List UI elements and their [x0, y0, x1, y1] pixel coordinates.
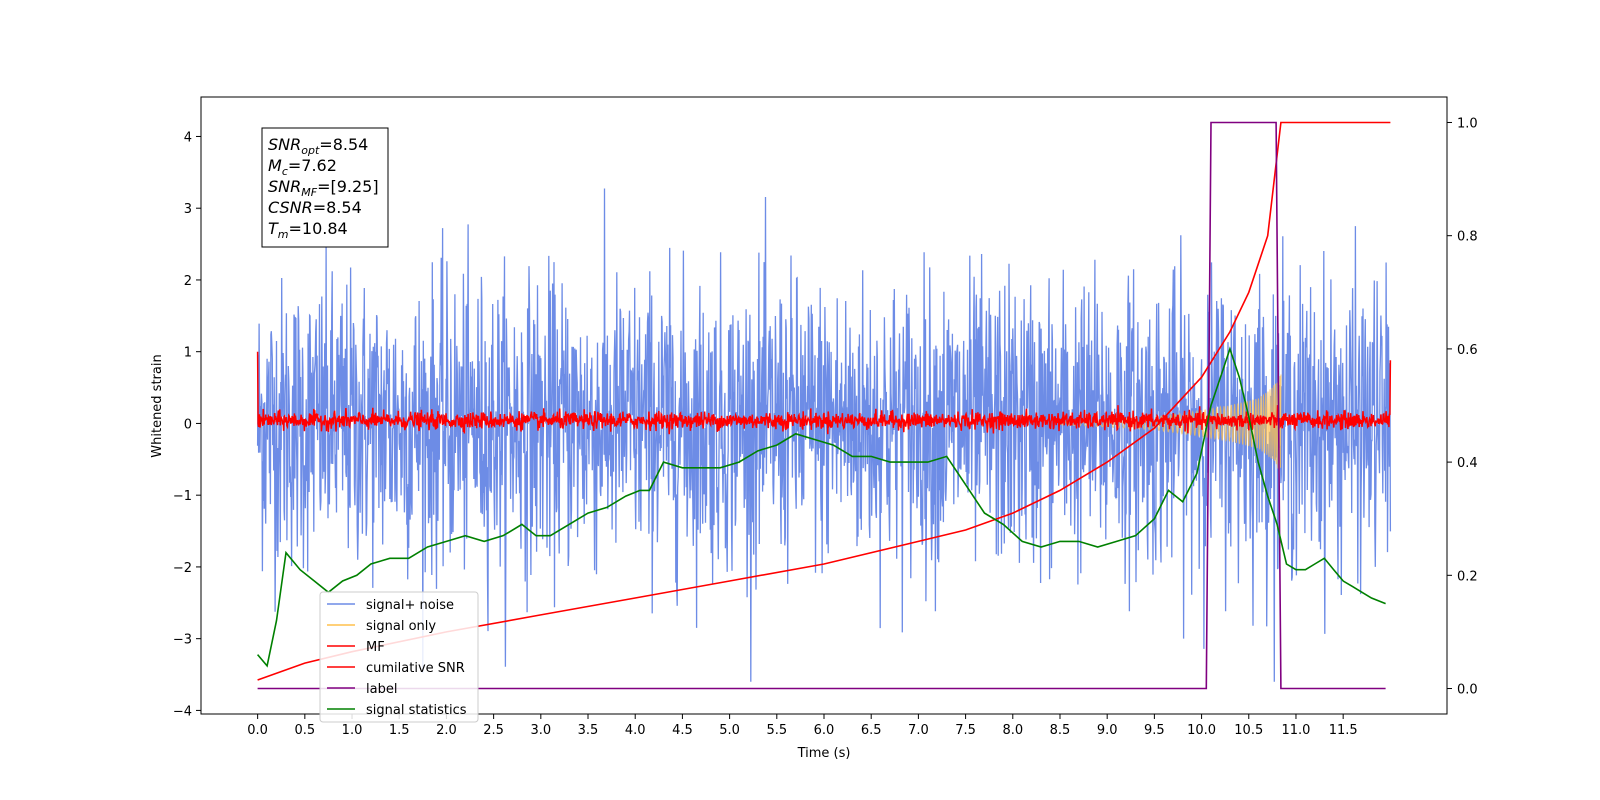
- y2-tick-label: 0.8: [1457, 230, 1478, 245]
- x-tick-label: 7.0: [908, 723, 929, 738]
- x-tick-label: 2.0: [436, 723, 457, 738]
- y-tick-label: −4: [173, 704, 192, 719]
- annotation-line: SNRMF=[9.25]: [268, 177, 379, 199]
- annotation-line: Mc=7.62: [268, 156, 337, 178]
- y2-tick-label: 0.4: [1457, 456, 1478, 471]
- x-tick-label: 9.0: [1097, 723, 1118, 738]
- y-tick-label: 2: [184, 274, 192, 289]
- plot-data-layer: [256, 121, 1392, 690]
- y-tick-label: 4: [184, 130, 192, 145]
- y-tick-label: 3: [184, 202, 192, 217]
- series-cumulative-snr-line: [257, 121, 1391, 681]
- x-tick-label: 6.5: [861, 723, 882, 738]
- legend-label: signal only: [366, 619, 436, 634]
- y2-tick-label: 0.0: [1457, 683, 1478, 698]
- y2-tick-label: 0.2: [1457, 569, 1478, 584]
- x-tick-label: 4.0: [625, 723, 646, 738]
- y-tick-label: −2: [173, 561, 192, 576]
- series-signal-statistics-line: [256, 346, 1386, 668]
- series-signal-only-line: [1059, 374, 1282, 470]
- x-tick-label: 1.0: [342, 723, 363, 738]
- legend-label: cumilative SNR: [366, 661, 465, 676]
- x-tick-label: 9.5: [1144, 723, 1165, 738]
- legend-label: MF: [366, 640, 385, 655]
- x-tick-label: 3.5: [578, 723, 599, 738]
- x-tick-label: 6.0: [814, 723, 835, 738]
- x-tick-label: 8.5: [1050, 723, 1071, 738]
- annotation-line: CSNR=8.54: [268, 198, 362, 217]
- x-axis-label: Time (s): [797, 746, 851, 761]
- y2-axis-ticks: 0.0 0.2 0.4 0.6 0.8 1.0: [1447, 116, 1478, 698]
- legend-label: signal+ noise: [366, 598, 454, 613]
- y-tick-label: −3: [173, 633, 192, 648]
- y2-tick-label: 1.0: [1457, 116, 1478, 131]
- annotation-line: SNRopt=8.54: [268, 135, 368, 157]
- legend: signal+ noise signal only MF cumilative SNR…: [319, 591, 479, 723]
- y2-tick-label: 0.6: [1457, 343, 1478, 358]
- x-tick-label: 3.0: [530, 723, 551, 738]
- y-tick-label: 0: [184, 417, 192, 432]
- y-tick-label: 1: [184, 346, 192, 361]
- legend-label: signal statistics: [366, 703, 467, 718]
- x-tick-label: 7.5: [955, 723, 976, 738]
- x-axis-ticks: 0.0 0.5 1.0 1.5 2.0 2.5 3.0 3.5 4.0 4.5 5.0 5.5 6.0 6…: [247, 714, 1358, 738]
- legend-label: label: [366, 682, 397, 697]
- y-axis-label: Whitened strain: [150, 354, 165, 457]
- x-tick-label: 11.5: [1329, 723, 1358, 738]
- annotation-line: Tm=10.84: [268, 219, 348, 241]
- series-signal-noise-line: [256, 188, 1392, 682]
- x-tick-label: 8.0: [1002, 723, 1023, 738]
- x-tick-label: 10.5: [1234, 723, 1263, 738]
- series-mf-line: [256, 351, 1392, 435]
- y-tick-label: −1: [173, 489, 192, 504]
- x-tick-label: 2.5: [483, 723, 504, 738]
- x-tick-label: 0.5: [294, 723, 315, 738]
- x-tick-label: 4.5: [672, 723, 693, 738]
- x-tick-label: 5.0: [719, 723, 740, 738]
- series-label-line: [257, 121, 1386, 690]
- annotation-frame: [261, 127, 389, 248]
- x-tick-label: 1.5: [389, 723, 410, 738]
- legend-frame: [319, 591, 479, 723]
- y-axis-ticks: −4 −3 −2 −1 0 1 2 3 4: [173, 130, 201, 719]
- x-tick-label: 0.0: [247, 723, 268, 738]
- x-tick-label: 5.5: [766, 723, 787, 738]
- x-tick-label: 10.0: [1187, 723, 1216, 738]
- x-tick-label: 11.0: [1281, 723, 1310, 738]
